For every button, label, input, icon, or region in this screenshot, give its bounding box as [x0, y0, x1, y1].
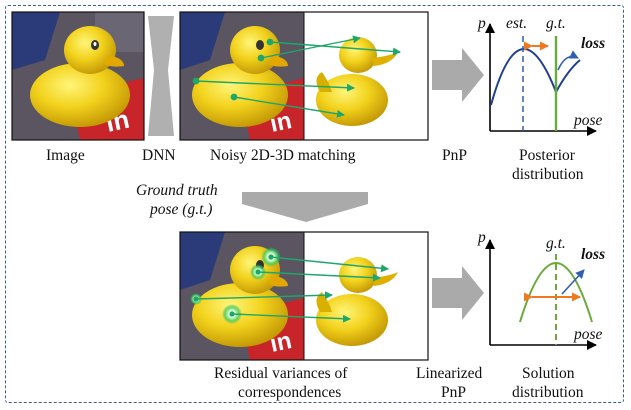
noisy-correspondences: [195, 35, 401, 118]
solution-plot: [485, 239, 597, 350]
noisy-keypoints: [192, 38, 274, 101]
dashed-frame: [5, 5, 624, 403]
duck-3d-model-bottom: [316, 257, 398, 346]
ground-truth-label-line2: pose (g.t.): [150, 201, 213, 218]
linearized-pnp-line2: PnP: [441, 384, 466, 401]
solution-caption-line2: distribution: [512, 384, 584, 401]
matching-photo: in: [180, 12, 304, 140]
solution-loss-label: loss: [581, 246, 606, 263]
posterior-x-label: pose: [574, 112, 603, 129]
posterior-plot: [485, 23, 597, 136]
duck-photo: [30, 26, 130, 127]
posterior-caption-line2: distribution: [512, 166, 584, 183]
loss-arrow-bottom: [561, 269, 585, 295]
posterior-caption-line1: Posterior: [519, 147, 575, 164]
residual-caption-line2: correspondences: [238, 384, 342, 401]
input-photo: in: [12, 12, 144, 140]
image-caption: Image: [46, 147, 85, 164]
pnp-caption: PnP: [442, 147, 467, 164]
posterior-curve: [490, 48, 581, 106]
posterior-y-label: p: [478, 15, 486, 32]
ground-truth-block-arrow: [242, 192, 368, 222]
loss-arrow: [557, 50, 579, 71]
posterior-est-label: est.: [506, 15, 528, 32]
linearized-pnp-line1: Linearized: [416, 365, 483, 382]
pnp-block-arrow: [432, 48, 484, 102]
solution-gt-label: g.t.: [546, 235, 566, 252]
variance-keypoints: [193, 254, 274, 317]
linearized-pnp-block-arrow: [432, 266, 484, 320]
posterior-gt-label: g.t.: [546, 15, 566, 32]
solution-y-label: p: [478, 229, 486, 246]
posterior-loss-label: loss: [581, 35, 606, 52]
solution-curve: [519, 262, 593, 323]
matching-caption: Noisy 2D-3D matching: [210, 147, 356, 164]
true-correspondences: [195, 256, 389, 323]
dnn-caption: DNN: [142, 147, 176, 164]
solution-x-label: pose: [574, 326, 603, 343]
residual-caption-line1: Residual variances of: [214, 365, 348, 382]
solution-caption-line1: Solution: [522, 365, 575, 382]
ground-truth-label-line1: Ground truth: [136, 182, 218, 199]
dnn-shape: [148, 16, 174, 136]
